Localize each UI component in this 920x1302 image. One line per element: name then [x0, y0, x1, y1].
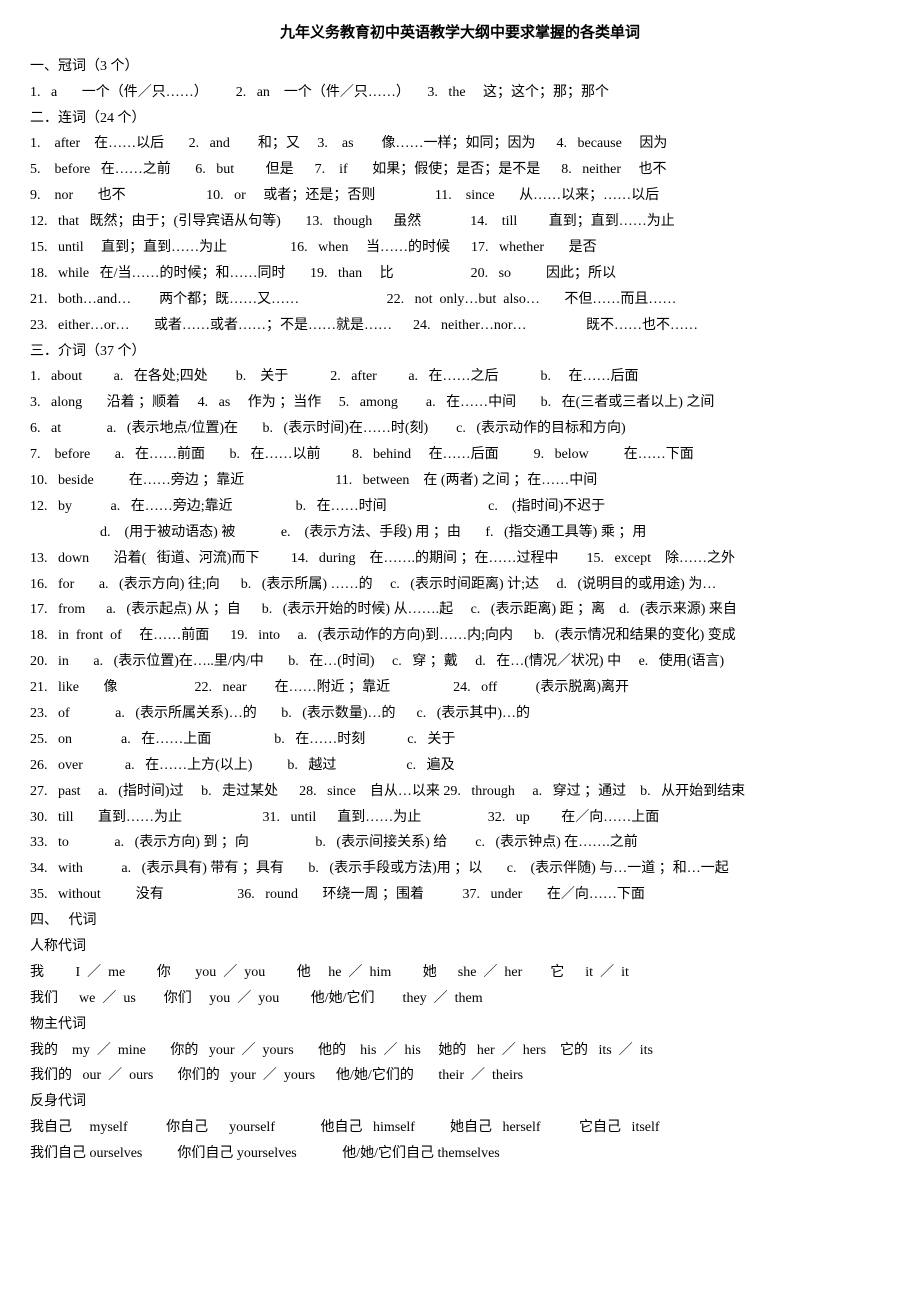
text-line: 一、冠词（3 个） [30, 54, 890, 80]
text-line: 23. either…or… 或者……或者……；不是……就是…… 24. nei… [30, 313, 890, 339]
text-line: 我的 my ／ mine 你的 your ／ yours 他的 his ／ hi… [30, 1038, 890, 1064]
text-line: 我们的 our ／ ours 你们的 your ／ yours 他/她/它们的 … [30, 1063, 890, 1089]
text-line: 9. nor 也不 10. or 或者；还是；否则 11. since 从……以… [30, 183, 890, 209]
text-line: 35. without 没有 36. round 环绕一周 ；围着 37. un… [30, 882, 890, 908]
text-line: 27. past a. (指时间)过 b. 走过某处 28. since 自从…… [30, 779, 890, 805]
text-line: 26. over a. 在……上方(以上) b. 越过 c. 遍及 [30, 753, 890, 779]
text-line: 6. at a. (表示地点/位置)在 b. (表示时间)在……时(刻) c. … [30, 416, 890, 442]
text-line: 物主代词 [30, 1012, 890, 1038]
document-body: 一、冠词（3 个）1. a 一个（件／只……） 2. an 一个（件／只……） … [30, 54, 890, 1167]
text-line: 12. that 既然；由于；(引导宾语从句等) 13. though 虽然 1… [30, 209, 890, 235]
text-line: 我自己 myself 你自己 yourself 他自己 himself 她自己 … [30, 1115, 890, 1141]
text-line: 二．连词（24 个） [30, 106, 890, 132]
text-line: 我 I ／ me 你 you ／ you 他 he ／ him 她 she ／ … [30, 960, 890, 986]
text-line: 四、 代词 [30, 908, 890, 934]
text-line: 16. for a. (表示方向) 往;向 b. (表示所属) ……的 c. (… [30, 572, 890, 598]
text-line: 人称代词 [30, 934, 890, 960]
text-line: 1. about a. 在各处;四处 b. 关于 2. after a. 在……… [30, 364, 890, 390]
text-line: 33. to a. (表示方向) 到 ；向 b. (表示间接关系) 给 c. (… [30, 830, 890, 856]
text-line: 23. of a. (表示所属关系)…的 b. (表示数量)…的 c. (表示其… [30, 701, 890, 727]
text-line: 21. both…and… 两个都；既……又…… 22. not only…bu… [30, 287, 890, 313]
text-line: 三．介词（37 个） [30, 339, 890, 365]
text-line: 10. beside 在……旁边 ；靠近 11. between 在 (两者) … [30, 468, 890, 494]
text-line: 1. after 在……以后 2. and 和；又 3. as 像……一样；如同… [30, 131, 890, 157]
text-line: 18. in front of 在……前面 19. into a. (表示动作的… [30, 623, 890, 649]
text-line: 12. by a. 在……旁边;靠近 b. 在……时间 c. (指时间)不迟于 [30, 494, 890, 520]
text-line: 我们自己 ourselves 你们自己 yourselves 他/她/它们自己 … [30, 1141, 890, 1167]
text-line: 3. along 沿着 ；顺着 4. as 作为 ；当作 5. among a.… [30, 390, 890, 416]
text-line: 5. before 在……之前 6. but 但是 7. if 如果；假使；是否… [30, 157, 890, 183]
text-line: 15. until 直到；直到……为止 16. when 当……的时候 17. … [30, 235, 890, 261]
text-line: 1. a 一个（件／只……） 2. an 一个（件／只……） 3. the 这；… [30, 80, 890, 106]
text-line: 我们 we ／ us 你们 you ／ you 他/她/它们 they ／ th… [30, 986, 890, 1012]
text-line: 18. while 在/当……的时候；和……同时 19. than 比 20. … [30, 261, 890, 287]
text-line: 30. till 直到……为止 31. until 直到……为止 32. up … [30, 805, 890, 831]
text-line: 7. before a. 在……前面 b. 在……以前 8. behind 在…… [30, 442, 890, 468]
text-line: 25. on a. 在……上面 b. 在……时刻 c. 关于 [30, 727, 890, 753]
text-line: 17. from a. (表示起点) 从 ；自 b. (表示开始的时候) 从……… [30, 597, 890, 623]
text-line: 13. down 沿着( 街道、河流)而下 14. during 在…….的期间… [30, 546, 890, 572]
text-line: 反身代词 [30, 1089, 890, 1115]
page-title: 九年义务教育初中英语教学大纲中要求掌握的各类单词 [30, 20, 890, 48]
text-line: 20. in a. (表示位置)在…..里/内/中 b. 在…(时间) c. 穿… [30, 649, 890, 675]
text-line: 34. with a. (表示具有) 带有 ；具有 b. (表示手段或方法)用 … [30, 856, 890, 882]
text-line: d. (用于被动语态) 被 e. (表示方法、手段) 用 ；由 f. (指交通工… [30, 520, 890, 546]
text-line: 21. like 像 22. near 在……附近 ；靠近 24. off (表… [30, 675, 890, 701]
